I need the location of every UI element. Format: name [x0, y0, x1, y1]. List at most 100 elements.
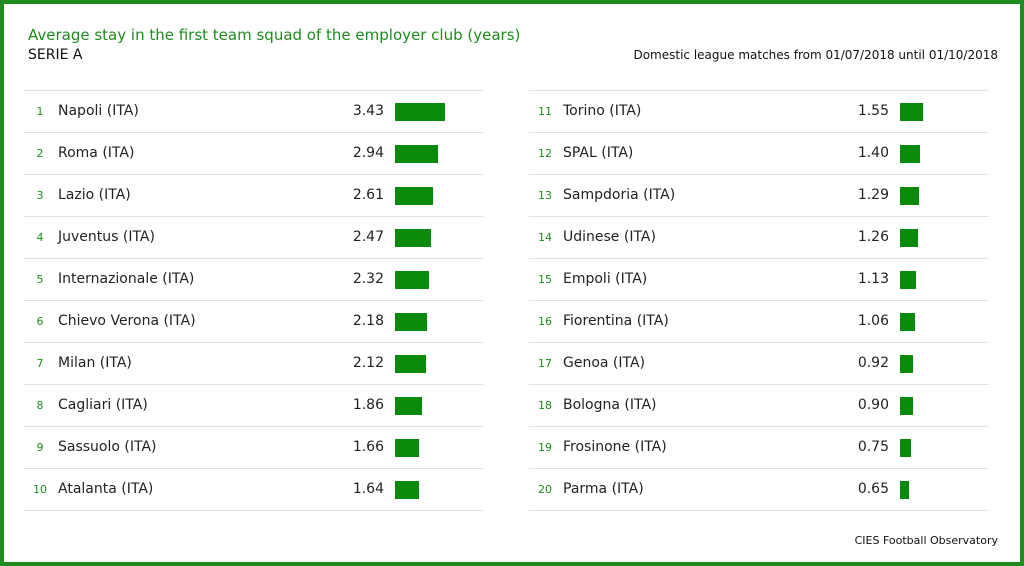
table-row: 14 Udinese (ITA) 1.26	[529, 217, 989, 259]
club-name: Cagliari (ITA)	[58, 397, 148, 413]
value-bar	[900, 145, 920, 163]
club-name: Juventus (ITA)	[58, 229, 155, 245]
value-label: 1.26	[857, 229, 889, 245]
value-bar	[900, 229, 918, 247]
rank-label: 18	[538, 399, 552, 412]
club-name: Frosinone (ITA)	[563, 439, 667, 455]
value-label: 1.06	[857, 313, 889, 329]
club-name: Napoli (ITA)	[58, 103, 139, 119]
rank-label: 3	[36, 189, 44, 202]
value-bar	[395, 187, 433, 205]
table-row: 13 Sampdoria (ITA) 1.29	[529, 175, 989, 217]
table-row: 9 Sassuolo (ITA) 1.66	[24, 427, 484, 469]
value-label: 1.55	[857, 103, 889, 119]
club-name: Bologna (ITA)	[563, 397, 657, 413]
league-subtitle: SERIE A	[28, 47, 83, 63]
club-name: Chievo Verona (ITA)	[58, 313, 196, 329]
value-label: 2.61	[352, 187, 384, 203]
table-row: 4 Juventus (ITA) 2.47	[24, 217, 484, 259]
source-credit: CIES Football Observatory	[854, 534, 998, 547]
table-row: 10 Atalanta (ITA) 1.64	[24, 469, 484, 511]
value-label: 0.90	[857, 397, 889, 413]
table-row: 15 Empoli (ITA) 1.13	[529, 259, 989, 301]
value-bar	[395, 481, 419, 499]
rank-label: 1	[36, 105, 44, 118]
club-name: Sassuolo (ITA)	[58, 439, 157, 455]
club-name: SPAL (ITA)	[563, 145, 634, 161]
value-label: 2.94	[352, 145, 384, 161]
chart-title: Average stay in the first team squad of …	[28, 26, 521, 44]
value-label: 2.47	[352, 229, 384, 245]
rank-label: 8	[36, 399, 44, 412]
value-bar	[900, 313, 915, 331]
club-name: Parma (ITA)	[563, 481, 644, 497]
value-label: 0.92	[857, 355, 889, 371]
club-name: Torino (ITA)	[563, 103, 642, 119]
table-row: 7 Milan (ITA) 2.12	[24, 343, 484, 385]
value-label: 3.43	[352, 103, 384, 119]
club-name: Genoa (ITA)	[563, 355, 646, 371]
table-row: 8 Cagliari (ITA) 1.86	[24, 385, 484, 427]
rank-label: 10	[33, 483, 47, 496]
club-name: Roma (ITA)	[58, 145, 135, 161]
value-bar	[900, 271, 916, 289]
table-row: 18 Bologna (ITA) 0.90	[529, 385, 989, 427]
rank-label: 11	[538, 105, 552, 118]
value-bar	[395, 313, 427, 331]
value-bar	[395, 355, 426, 373]
rank-label: 13	[538, 189, 552, 202]
rank-label: 7	[36, 357, 44, 370]
value-bar	[900, 103, 923, 121]
club-name: Milan (ITA)	[58, 355, 132, 371]
value-label: 1.86	[352, 397, 384, 413]
table-row: 2 Roma (ITA) 2.94	[24, 133, 484, 175]
value-label: 1.64	[352, 481, 384, 497]
value-label: 2.32	[352, 271, 384, 287]
club-name: Empoli (ITA)	[563, 271, 648, 287]
value-bar	[395, 439, 419, 457]
value-bar	[395, 397, 422, 415]
rank-label: 6	[36, 315, 44, 328]
value-bar	[900, 187, 919, 205]
table-row: 12 SPAL (ITA) 1.40	[529, 133, 989, 175]
rank-label: 15	[538, 273, 552, 286]
value-label: 1.40	[857, 145, 889, 161]
rank-label: 14	[538, 231, 552, 244]
value-label: 1.13	[857, 271, 889, 287]
table-row: 6 Chievo Verona (ITA) 2.18	[24, 301, 484, 343]
value-bar	[395, 145, 438, 163]
table-row: 20 Parma (ITA) 0.65	[529, 469, 989, 511]
rank-label: 4	[36, 231, 44, 244]
club-name: Lazio (ITA)	[58, 187, 131, 203]
table-row: 19 Frosinone (ITA) 0.75	[529, 427, 989, 469]
value-bar	[395, 103, 445, 121]
ranking-column-left: 1 Napoli (ITA) 3.43 2 Roma (ITA) 2.94 3 Lazio (…	[24, 90, 484, 511]
club-name: Internazionale (ITA)	[58, 271, 195, 287]
table-row: 16 Fiorentina (ITA) 1.06	[529, 301, 989, 343]
rank-label: 12	[538, 147, 552, 160]
value-label: 1.66	[352, 439, 384, 455]
table-row: 11 Torino (ITA) 1.55	[529, 91, 989, 133]
rank-label: 5	[36, 273, 44, 286]
club-name: Atalanta (ITA)	[58, 481, 154, 497]
table-row: 1 Napoli (ITA) 3.43	[24, 91, 484, 133]
value-bar	[395, 271, 429, 289]
period-note: Domestic league matches from 01/07/2018 …	[633, 48, 998, 62]
rank-label: 2	[36, 147, 44, 160]
value-label: 2.12	[352, 355, 384, 371]
value-bar	[900, 481, 909, 499]
value-label: 1.29	[857, 187, 889, 203]
value-bar	[395, 229, 431, 247]
value-label: 0.65	[857, 481, 889, 497]
value-label: 2.18	[352, 313, 384, 329]
club-name: Fiorentina (ITA)	[563, 313, 669, 329]
value-bar	[900, 439, 911, 457]
value-label: 0.75	[857, 439, 889, 455]
club-name: Udinese (ITA)	[563, 229, 656, 245]
rank-label: 17	[538, 357, 552, 370]
table-row: 3 Lazio (ITA) 2.61	[24, 175, 484, 217]
rank-label: 16	[538, 315, 552, 328]
rank-label: 20	[538, 483, 552, 496]
club-name: Sampdoria (ITA)	[563, 187, 676, 203]
